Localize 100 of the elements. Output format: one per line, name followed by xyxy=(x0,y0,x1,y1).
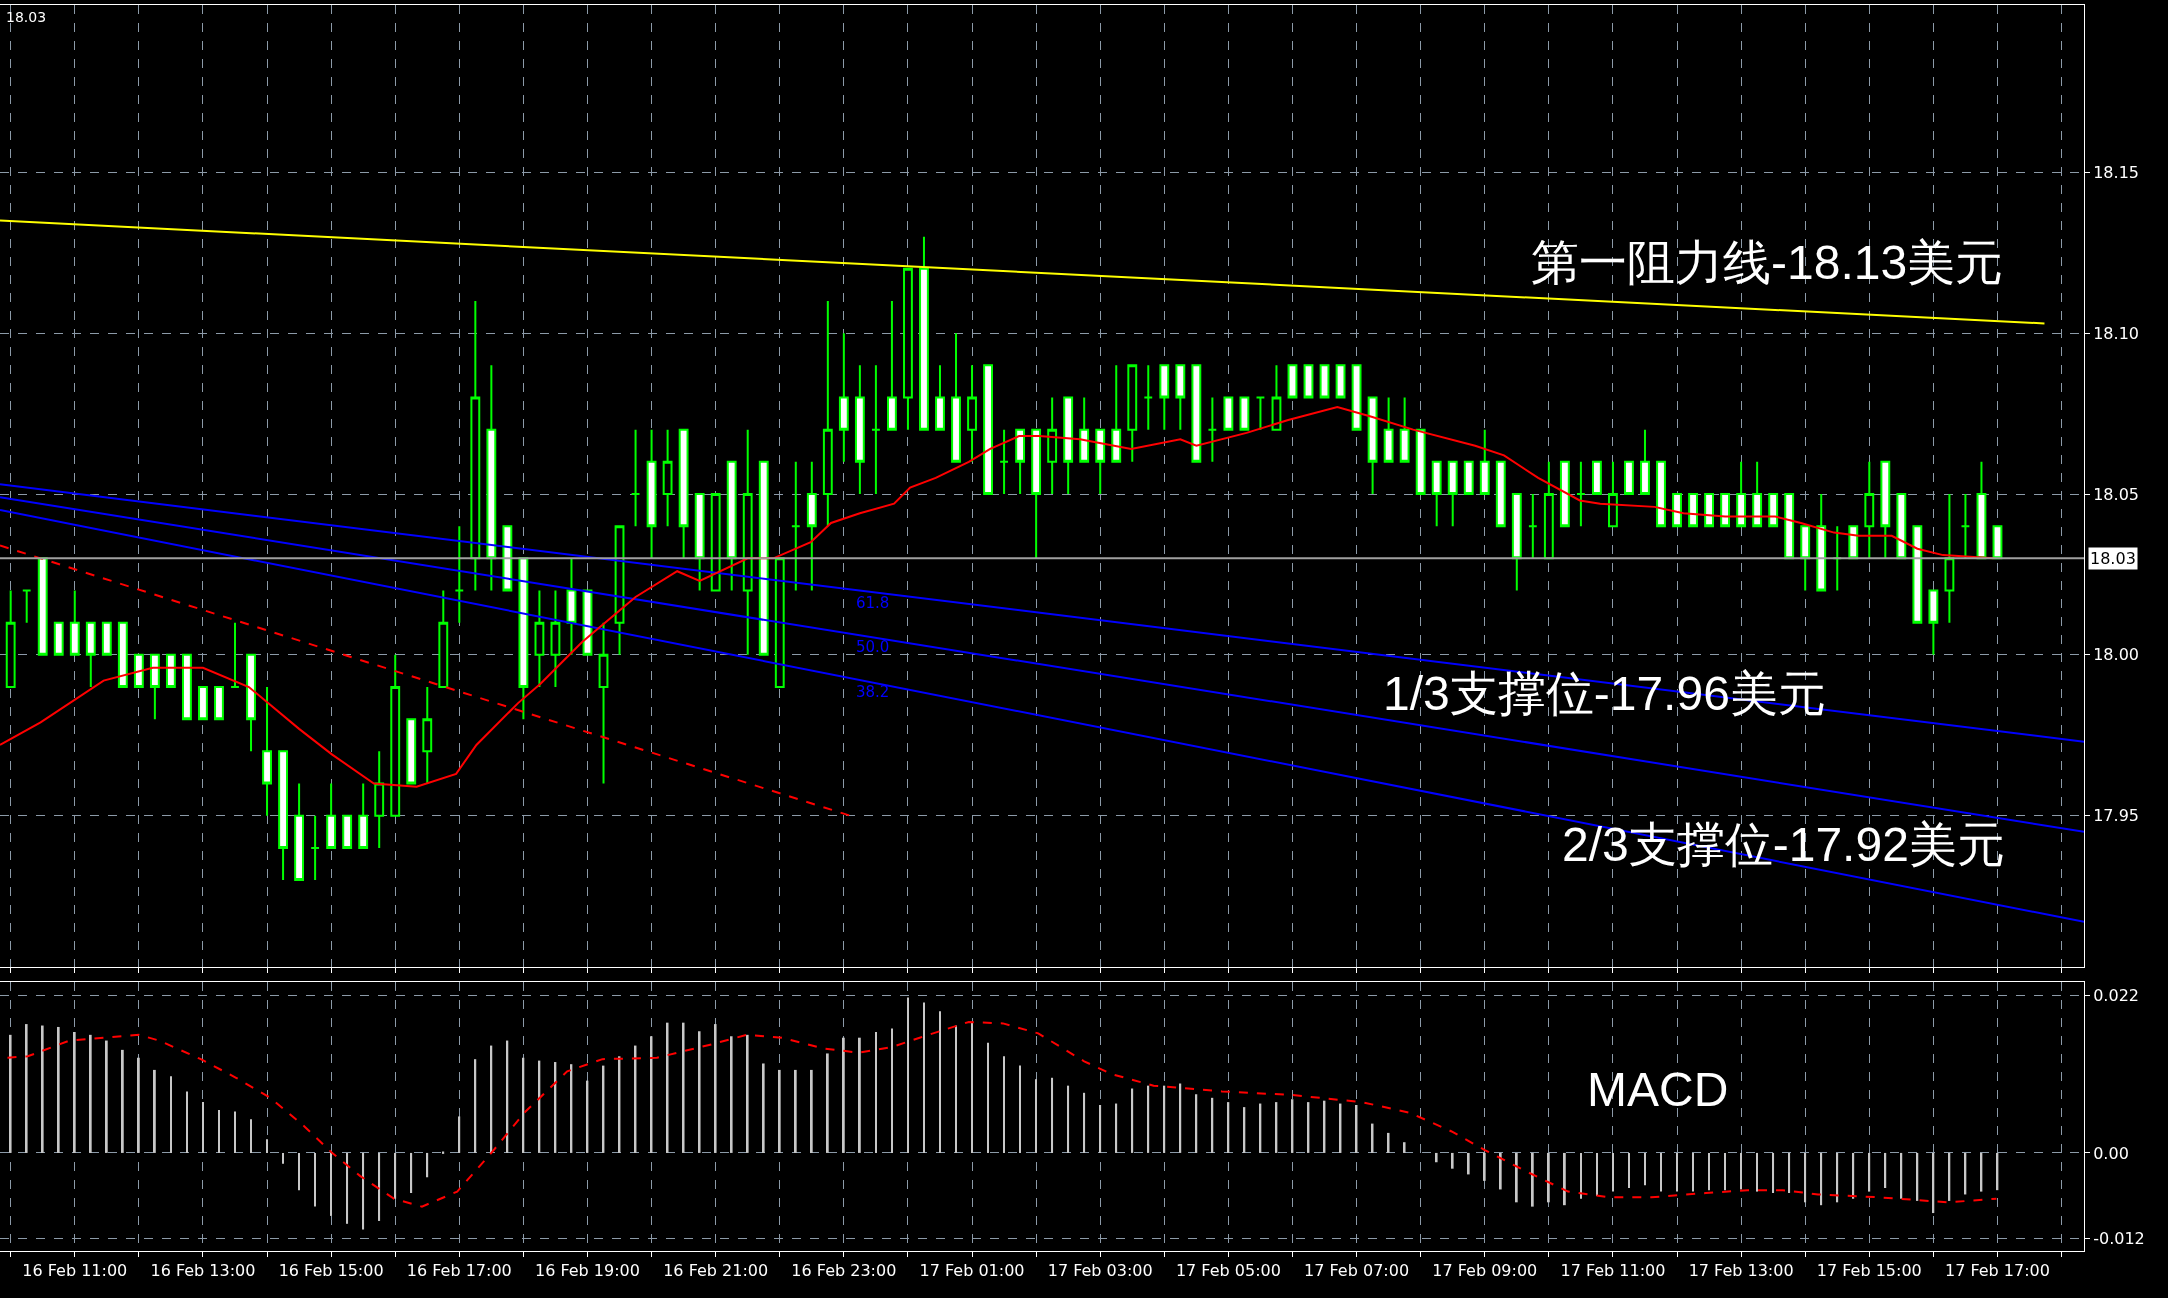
x-tick-label: 17 Feb 01:00 xyxy=(919,1261,1025,1281)
candlestick xyxy=(1575,460,1586,528)
bar xyxy=(1483,1152,1486,1181)
bar xyxy=(1467,1152,1470,1175)
x-tick-label: 16 Feb 15:00 xyxy=(278,1261,384,1281)
candlestick xyxy=(790,460,801,592)
candlestick xyxy=(1495,460,1506,528)
candlestick xyxy=(230,621,240,689)
x-tick-label: 16 Feb 21:00 xyxy=(663,1261,769,1281)
bar xyxy=(1580,1152,1582,1199)
candlestick xyxy=(630,428,641,528)
bar xyxy=(1083,1092,1086,1153)
bar xyxy=(1499,1152,1502,1190)
bar xyxy=(1756,1152,1759,1192)
bar xyxy=(1451,1152,1454,1169)
y-tick-label: 18.05 xyxy=(2093,484,2140,504)
candlestick xyxy=(726,460,737,592)
candlestick xyxy=(1351,364,1362,431)
bar xyxy=(1547,1152,1550,1203)
bar xyxy=(1051,1077,1054,1153)
bar xyxy=(89,1034,92,1153)
candlestick xyxy=(694,493,705,592)
candlestick xyxy=(1191,364,1202,463)
candlestick xyxy=(1175,364,1186,431)
candlestick xyxy=(1880,460,1891,560)
candlestick xyxy=(262,686,272,817)
candlestick xyxy=(1367,396,1378,495)
candlestick xyxy=(326,782,337,849)
candlestick xyxy=(1688,493,1698,528)
candlestick xyxy=(390,653,401,817)
candlestick xyxy=(182,653,192,721)
bar xyxy=(314,1152,316,1207)
bar xyxy=(137,1057,140,1153)
candlestick xyxy=(454,525,465,624)
candlestick xyxy=(1784,493,1795,560)
candlestick xyxy=(1239,396,1250,431)
annotation: MACD xyxy=(1587,1063,1729,1116)
candlestick xyxy=(1335,364,1346,399)
candlestick xyxy=(1431,460,1442,528)
bar xyxy=(842,1037,845,1153)
candlestick xyxy=(1031,428,1042,560)
candlestick xyxy=(1127,364,1138,463)
bar xyxy=(1179,1083,1182,1153)
y-tick-label: 0.00 xyxy=(2093,1143,2129,1163)
candlestick xyxy=(1479,428,1490,495)
bar xyxy=(1724,1152,1726,1191)
candlestick xyxy=(1864,460,1875,560)
candlestick xyxy=(1640,428,1650,495)
candlestick xyxy=(21,589,32,624)
bar xyxy=(73,1031,76,1153)
candlestick xyxy=(1399,396,1410,463)
bar xyxy=(666,1022,669,1153)
bar xyxy=(1531,1152,1534,1207)
candlestick xyxy=(822,299,833,528)
y-tick-label: 0.022 xyxy=(2093,986,2140,1006)
candlestick xyxy=(1271,364,1282,431)
y-tick-label: 17.95 xyxy=(2093,806,2140,826)
x-tick-label: 16 Feb 19:00 xyxy=(535,1261,640,1281)
candlestick xyxy=(887,299,897,431)
candlestick xyxy=(1672,493,1682,528)
candlestick xyxy=(967,364,977,463)
candlestick xyxy=(502,525,513,592)
candlestick xyxy=(1463,460,1474,495)
candlestick xyxy=(1591,460,1602,495)
bar xyxy=(1563,1152,1566,1206)
bar xyxy=(1676,1152,1678,1192)
y-tick-label: 18.15 xyxy=(2093,162,2140,182)
candlestick xyxy=(69,589,80,656)
bar xyxy=(1708,1152,1710,1191)
bar xyxy=(426,1152,429,1178)
annotation: 18.03 xyxy=(6,9,47,25)
bar xyxy=(1644,1152,1646,1186)
candlestick xyxy=(1255,396,1266,431)
bar xyxy=(1403,1142,1406,1153)
candlestick xyxy=(1896,493,1907,560)
candlestick xyxy=(662,428,673,528)
candlestick xyxy=(1928,589,1939,656)
bar xyxy=(1628,1152,1630,1189)
bar xyxy=(1435,1152,1438,1163)
candlestick xyxy=(1720,493,1731,528)
bar xyxy=(907,997,909,1153)
candlestick xyxy=(1015,428,1026,495)
candlestick xyxy=(518,557,529,721)
series-label: 61.8 xyxy=(856,594,890,612)
x-tick-label: 16 Feb 11:00 xyxy=(22,1261,128,1281)
candlestick xyxy=(870,364,881,495)
candlestick xyxy=(1944,493,1955,624)
candlestick xyxy=(1912,525,1923,624)
x-tick-label: 17 Feb 11:00 xyxy=(1560,1261,1666,1281)
bar xyxy=(858,1037,861,1153)
bar xyxy=(202,1102,204,1153)
candlestick xyxy=(278,750,288,882)
bar xyxy=(987,1042,989,1153)
candlestick xyxy=(85,621,96,689)
candlestick xyxy=(566,557,577,656)
bar xyxy=(474,1059,477,1153)
candlestick xyxy=(903,267,913,431)
bar xyxy=(153,1069,156,1153)
candlestick xyxy=(342,814,353,849)
bar xyxy=(298,1152,300,1191)
